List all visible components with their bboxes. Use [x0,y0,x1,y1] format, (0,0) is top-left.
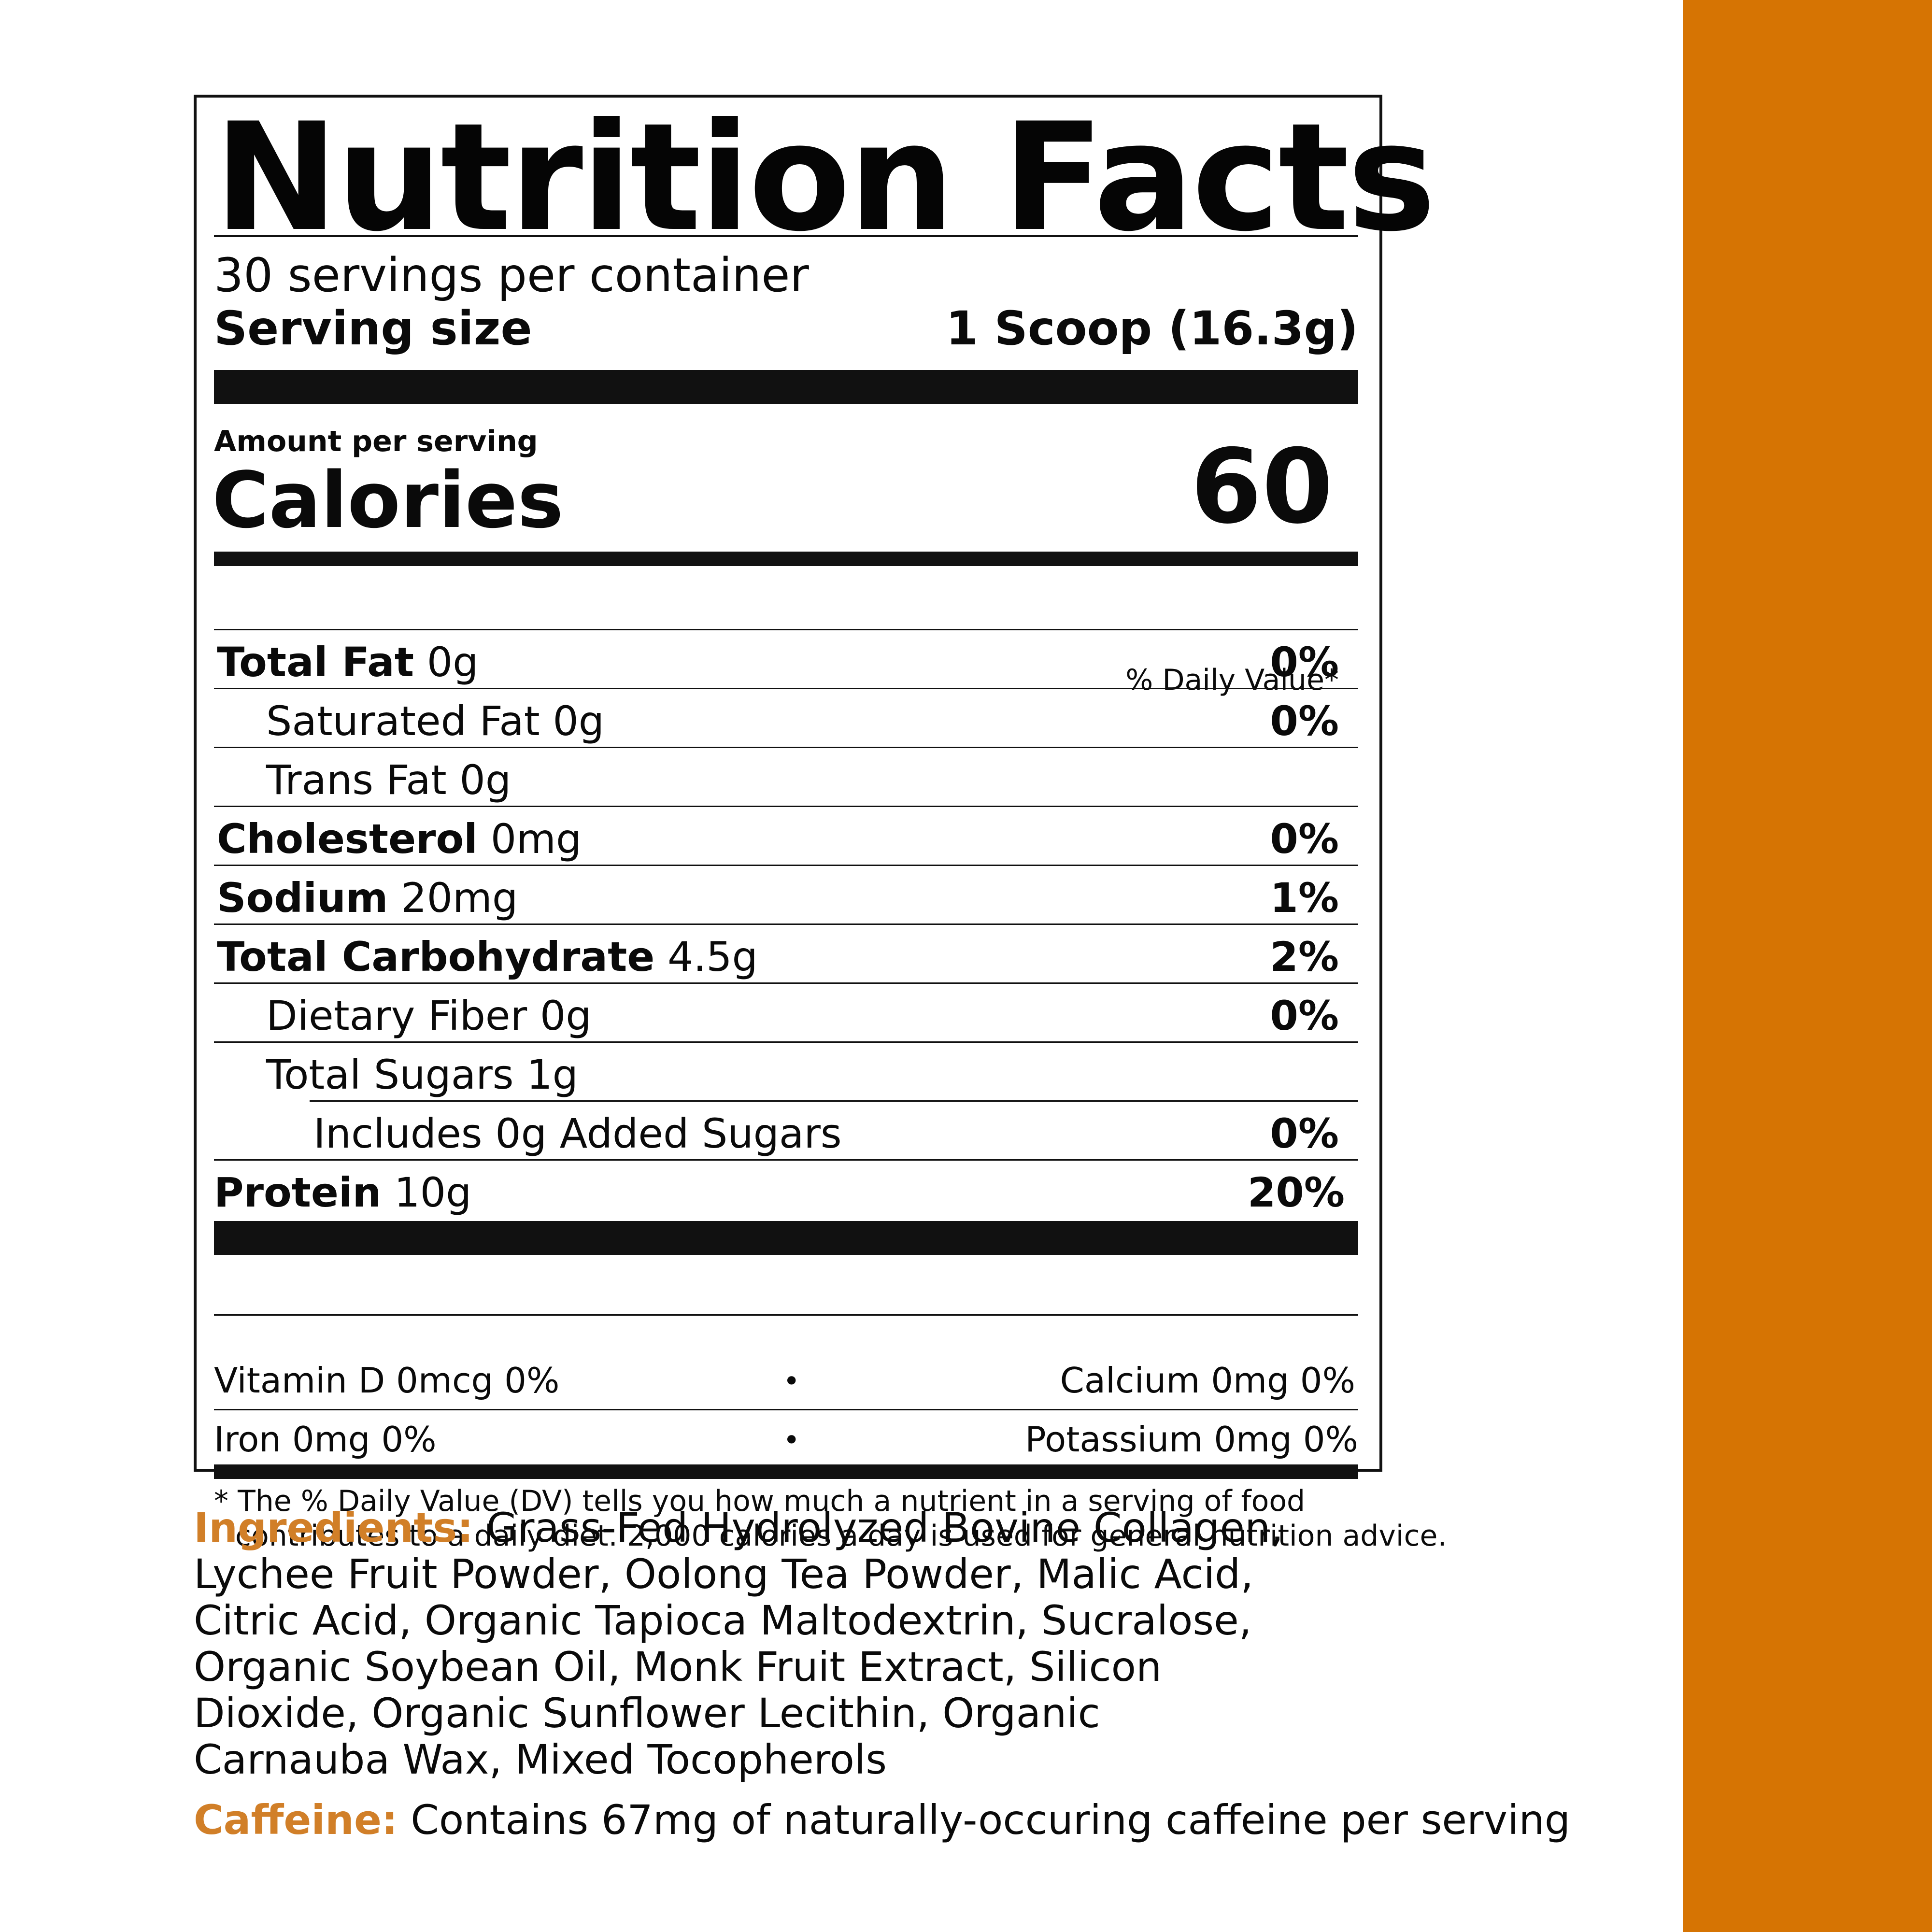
nutrient-row-trans-fat: Trans Fat 0g [214,748,1358,807]
nutrient-row-added-sugars: Includes 0g Added Sugars 0% [214,1102,1358,1161]
row-divider [214,1159,1358,1161]
ingredients-heading: Ingredients: [194,1504,474,1551]
row-divider [214,865,1358,866]
footnote-line-1: * The % Daily Value (DV) tells you how m… [214,1484,1306,1518]
nutrient-amount: 0g [459,756,511,804]
row-divider [214,982,1358,984]
caffeine-text: Contains 67mg of naturally-occuring caff… [411,1796,1571,1844]
nutrient-name: Includes 0g Added Sugars [313,1110,842,1157]
caffeine: Caffeine: Contains 67mg of naturally-occ… [194,1797,1570,1843]
nutrient-dv: 20% [1247,1169,1345,1216]
ingredients-text: Grass-Fed Hydrolyzed Bovine Collagen, Ly… [194,1504,1284,1783]
nutrient-name: Cholesterol [217,815,478,863]
nutrient-dv: 1% [1270,874,1339,922]
title-divider [214,235,1358,237]
vitamin-divider-top [214,1314,1358,1316]
nutrient-name: Total Carbohydrate [217,933,655,980]
caffeine-heading: Caffeine: [194,1796,398,1844]
nutrient-amount: 0g [553,697,605,745]
iron: Iron 0mg 0% [214,1419,437,1460]
nutrient-row-total-fat: Total Fat 0g 0% [214,630,1358,689]
row-divider [214,1041,1358,1043]
nutrient-row-total-sugars: Total Sugars 1g [214,1043,1358,1102]
nutrient-dv: 2% [1270,933,1339,980]
nutrient-row-protein: Protein 10g 20% [214,1161,1358,1220]
nutrient-row-dietary-fiber: Dietary Fiber 0g 0% [214,984,1358,1043]
nutrient-row-saturated-fat: Saturated Fat 0g 0% [214,689,1358,748]
orange-side-bar [1683,0,1932,1932]
nutrient-dv: 0% [1270,639,1339,686]
nutrient-name: Trans Fat [266,756,447,804]
label-title: Nutrition Facts [214,91,1436,264]
vitamin-d: Vitamin D 0mcg 0% [214,1360,560,1401]
ingredients: Ingredients: Grass-Fed Hydrolyzed Bovine… [194,1505,1305,1783]
nutrient-row-cholesterol: Cholesterol 0mg 0% [214,807,1358,866]
calories-label: Calories [212,455,564,545]
row-divider [214,747,1358,748]
daily-value-header: % Daily Value* [1125,663,1339,697]
nutrient-dv: 0% [1270,1110,1339,1157]
servings-per-container: 30 servings per container [214,248,809,302]
nutrient-amount: 0mg [490,815,582,863]
footnote: * The % Daily Value (DV) tells you how m… [214,1484,1447,1553]
nutrient-amount: 4.5g [667,933,758,980]
potassium: Potassium 0mg 0% [1025,1419,1358,1460]
nutrient-name: Dietary Fiber [266,992,527,1039]
thick-divider-top [214,370,1358,404]
nutrient-amount: 10g [394,1169,472,1216]
row-divider [310,1100,1358,1102]
dv-header-divider [214,629,1358,630]
nutrient-amount: 0g [426,639,479,686]
nutrient-name: Sodium [217,874,388,922]
footnote-line-2: contributes to a daily diet. 2,000 calor… [235,1519,1447,1553]
vitamin-bullet: • [783,1423,800,1457]
footnote-divider [214,1464,1358,1479]
nutrient-name: Saturated Fat [266,697,540,745]
nutrient-row-total-carbohydrate: Total Carbohydrate 4.5g 2% [214,925,1358,984]
nutrition-facts-label: Nutrition Facts 30 servings per containe… [194,95,1447,1553]
nutrient-name: Total Sugars [266,1051,514,1098]
row-divider [214,688,1358,689]
row-divider [214,806,1358,807]
nutrient-name: Total Fat [217,639,414,686]
nutrient-amount: 20mg [401,874,518,922]
calcium: Calcium 0mg 0% [1060,1360,1355,1401]
nutrient-amount: 1g [526,1051,578,1098]
thick-divider-bottom [214,1221,1358,1255]
amount-per-serving: Amount per serving [214,425,538,458]
vitamin-bullet: • [783,1364,800,1398]
nutrient-dv: 0% [1270,992,1339,1039]
calories-value: 60 [1190,427,1333,546]
nutrient-amount: 0g [540,992,592,1039]
vitamin-divider [214,1409,1358,1410]
nutrient-name: Protein [214,1169,382,1216]
serving-size-value: 1 Scoop (16.3g) [946,301,1358,355]
nutrient-dv: 0% [1270,697,1339,745]
calories-divider [214,552,1358,566]
nutrient-row-sodium: Sodium 20mg 1% [214,866,1358,925]
serving-size-label: Serving size [214,301,532,355]
nutrient-dv: 0% [1270,815,1339,863]
row-divider [214,923,1358,925]
